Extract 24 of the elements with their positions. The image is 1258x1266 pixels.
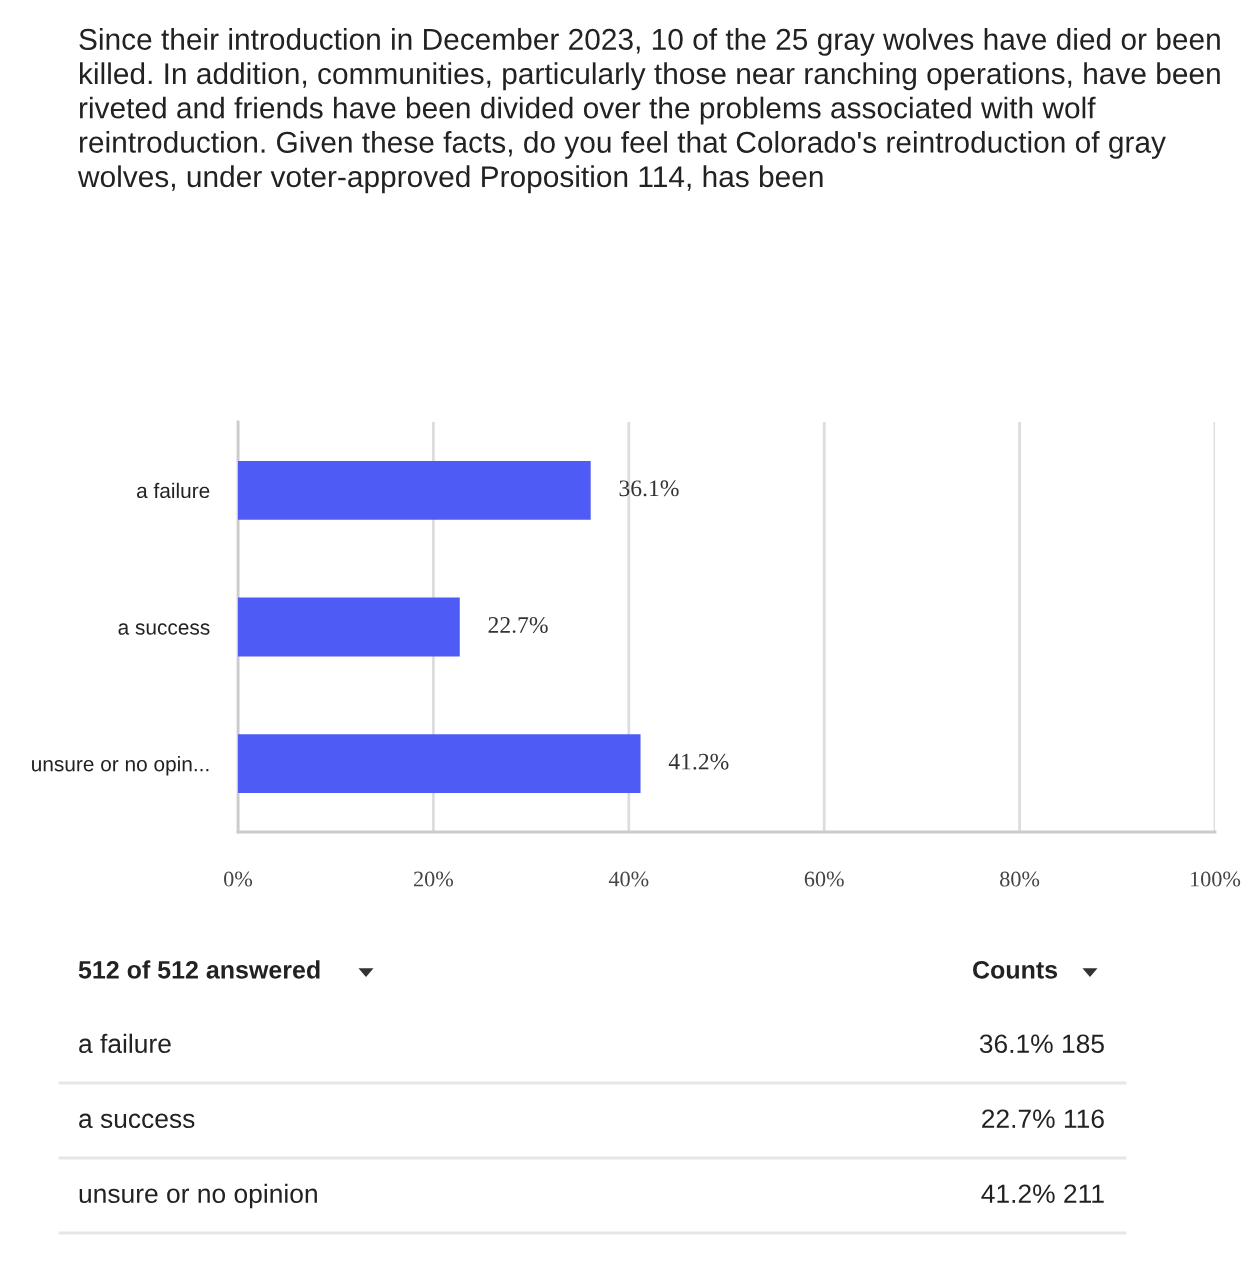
text: unsure or no opinion xyxy=(79,1183,317,1209)
chart-title: Since their introduction in December 2023, 10 of the 25 gray wolves have died or been killed. In addition, communities, particularly those near ranching operations, have been riveted and friends have been divided over the problems associated with wolf reintroduction. Given these facts, do you feel that Colorado's reintroduction of gray wolves, under voter-approved Proposition 114, has been xyxy=(77,28,1220,194)
text: a failure xyxy=(79,1033,171,1054)
y-tick-label: a success xyxy=(118,623,210,635)
data-label: 36.1% xyxy=(619,480,679,497)
x-tick-label: 40% xyxy=(608,871,649,887)
text: Counts xyxy=(973,961,1058,979)
text: 512 of 512 answered xyxy=(78,960,320,979)
x-tick-label: 80% xyxy=(1000,871,1040,887)
data-label: 41.2% xyxy=(668,753,729,770)
bar xyxy=(238,734,641,794)
text: 41.2% 211 xyxy=(981,1184,1104,1203)
text: 36.1% 185 xyxy=(979,1034,1104,1054)
x-tick-label: 100% xyxy=(1191,871,1241,887)
data-label: 22.7% xyxy=(488,616,548,634)
text: 22.7% 116 xyxy=(982,1109,1104,1129)
x-tick-label: 0% xyxy=(224,871,253,887)
y-tick-label: a failure xyxy=(137,482,210,499)
bar xyxy=(238,460,591,520)
text: a success xyxy=(79,1113,195,1129)
bar xyxy=(238,597,460,657)
y-tick-label: unsure or no opin... xyxy=(32,756,209,776)
x-tick-label: 60% xyxy=(804,871,844,887)
x-tick-label: 20% xyxy=(414,871,454,887)
